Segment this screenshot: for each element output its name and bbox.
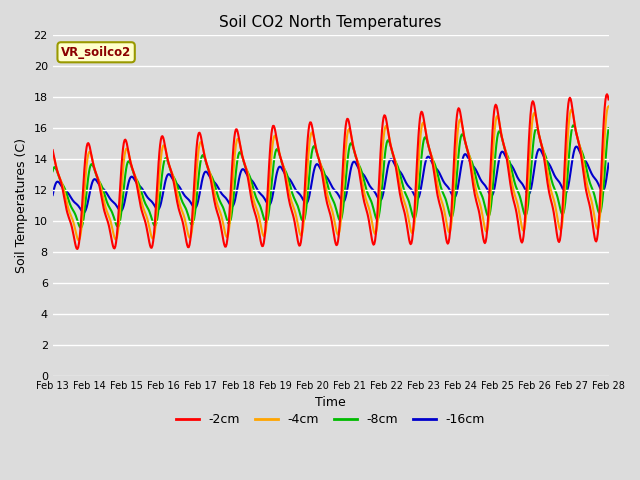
Legend: -2cm, -4cm, -8cm, -16cm: -2cm, -4cm, -8cm, -16cm — [171, 408, 490, 431]
Y-axis label: Soil Temperatures (C): Soil Temperatures (C) — [15, 138, 28, 273]
X-axis label: Time: Time — [316, 396, 346, 409]
Title: Soil CO2 North Temperatures: Soil CO2 North Temperatures — [220, 15, 442, 30]
Text: VR_soilco2: VR_soilco2 — [61, 46, 131, 59]
